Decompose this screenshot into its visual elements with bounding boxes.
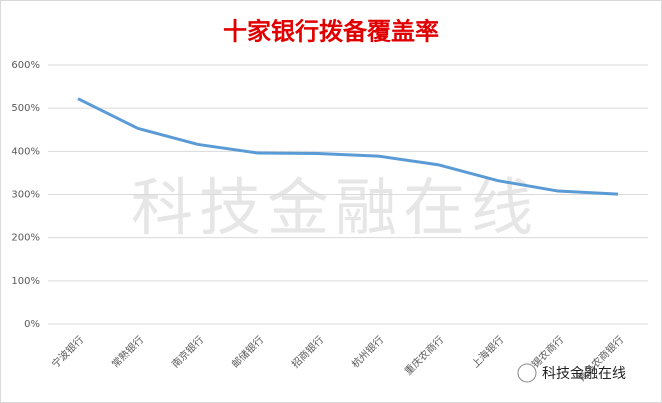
y-tick-label: 500% <box>11 103 40 114</box>
y-tick-label: 0% <box>24 319 40 330</box>
y-tick-label: 200% <box>11 233 40 244</box>
y-tick-label: 400% <box>11 146 40 157</box>
watermark: 科技金融在线 <box>131 171 539 244</box>
chart-title: 十家银行拨备覆盖率 <box>223 17 439 46</box>
y-tick-label: 600% <box>11 60 40 71</box>
logo-icon <box>517 363 537 383</box>
y-tick-label: 100% <box>11 276 40 287</box>
logo: 科技金融在线 <box>517 363 626 383</box>
logo-text: 科技金融在线 <box>542 366 626 382</box>
line-series <box>77 97 619 196</box>
y-tick-label: 300% <box>11 190 40 201</box>
